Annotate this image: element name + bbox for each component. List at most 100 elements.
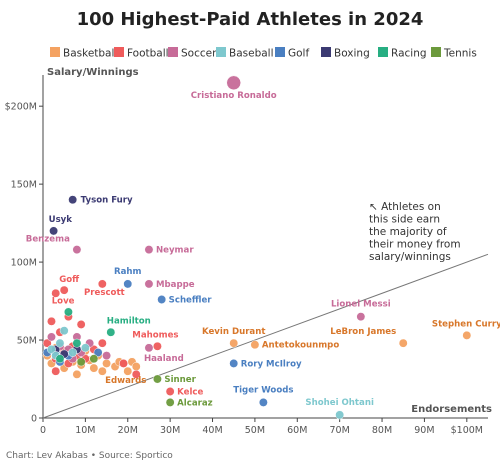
point-golf [93, 348, 103, 357]
label-kevin-durant: Kevin Durant [202, 327, 266, 337]
legend-swatch [216, 47, 226, 57]
label-alcaraz: Alcaraz [177, 398, 213, 408]
label-kelce: Kelce [177, 387, 203, 397]
point-sinner [152, 374, 162, 384]
legend-item-baseball: Baseball [216, 47, 274, 60]
legend-label: Baseball [229, 48, 274, 60]
x-tick-label: 70M [330, 425, 350, 436]
point-goff [59, 285, 69, 295]
x-tick-label: 0 [40, 425, 46, 436]
label-hamilton: Hamilton [107, 316, 151, 326]
label-lionel-messi: Lionel Messi [331, 300, 391, 310]
legend-item-racing: Racing [378, 47, 427, 60]
point-tyson-fury [68, 195, 78, 205]
point-basketball [102, 358, 112, 368]
y-tick-label: 100M [11, 258, 37, 269]
label-edwards: Edwards [105, 376, 146, 386]
legend-item-soccer: Soccer [168, 47, 217, 60]
point-stephen-curry [462, 330, 472, 340]
label-scheffler: Scheffler [169, 296, 213, 306]
reference-line-group [42, 253, 489, 419]
point-mbappe [144, 279, 154, 289]
legend-label: Tennis [443, 48, 477, 60]
label-stephen-curry: Stephen Curry [432, 319, 500, 329]
x-tick-label: 90M [414, 425, 434, 436]
y-axis-title: Salary/Winnings [47, 67, 139, 78]
label-rahm: Rahm [114, 267, 142, 277]
point-football [51, 366, 61, 376]
annotation-line: this side earn [369, 214, 440, 226]
point-benzema [72, 245, 82, 255]
point-baseball [55, 338, 65, 348]
label-haaland: Haaland [144, 354, 184, 364]
annotation-line: salary/winnings [369, 251, 451, 263]
point-rahm [123, 279, 133, 289]
point-mahomes [152, 341, 162, 351]
point-labels: Cristiano Ronaldo Tyson Fury Usyk Benzema Ne… [26, 91, 500, 409]
label-tiger-woods: Tiger Woods [233, 385, 293, 395]
legend-swatch [50, 47, 60, 57]
legend-label: Boxing [334, 48, 370, 60]
point-baseball [59, 326, 69, 336]
legend-swatch [431, 47, 441, 57]
label-sinner: Sinner [164, 375, 196, 385]
x-tick-label: 20M [118, 425, 138, 436]
point-tiger-woods [258, 397, 268, 407]
label-mahomes: Mahomes [132, 330, 178, 340]
legend-item-boxing: Boxing [321, 47, 370, 60]
point-football [131, 369, 141, 379]
point-lionel-messi [356, 312, 366, 322]
point-lebron-james [398, 338, 408, 348]
label-cristiano-ronaldo: Cristiano Ronaldo [191, 91, 277, 101]
data-points [42, 75, 472, 420]
point-haaland [144, 343, 154, 353]
point-football [42, 338, 52, 348]
legend-label: Football [127, 48, 169, 60]
label-neymar: Neymar [156, 246, 194, 256]
label-lebron-james: LeBron James [330, 327, 396, 337]
x-tick-label: 50M [245, 425, 265, 436]
point-basketball [97, 366, 107, 376]
chart-title: 100 Highest-Paid Athletes in 2024 [77, 9, 424, 30]
point-scheffler [157, 295, 167, 304]
point-kelce [165, 387, 175, 396]
point-baseball [47, 344, 56, 354]
point-alcaraz [165, 397, 175, 407]
y-tick-label: $200M [5, 102, 37, 113]
legend-label: Soccer [181, 48, 217, 60]
point-kevin-durant [229, 338, 239, 348]
diagonal-annotation: ↖ Athletes on this side earn the majority … [369, 201, 461, 263]
y-tick-label: 50M [17, 336, 37, 347]
x-tick-label: 60M [287, 425, 307, 436]
point-rory-mcilroy [229, 358, 239, 368]
x-tick-label: 30M [160, 425, 180, 436]
label-mbappe: Mbappe [156, 280, 195, 290]
point-basketball [131, 362, 141, 371]
point-hamilton [106, 327, 116, 337]
label-antetokounmpo: Antetokounmpo [262, 341, 339, 351]
point-racing [55, 354, 65, 364]
y-tick-label: 0 [31, 414, 37, 425]
x-tick-label: 40M [202, 425, 222, 436]
point-baseball [68, 348, 78, 357]
point-soccer [102, 351, 112, 361]
label-goff: Goff [59, 275, 80, 285]
legend-swatch [321, 47, 331, 57]
equal-earnings-line [42, 253, 489, 419]
point-neymar [144, 245, 154, 255]
legend-item-football: Football [114, 47, 169, 60]
point-cristiano-ronaldo [226, 75, 241, 91]
point-prescott [97, 279, 107, 289]
point-edwards [123, 366, 133, 376]
point-basketball [89, 363, 99, 373]
point-racing [72, 338, 82, 348]
label-tyson-fury: Tyson Fury [81, 196, 133, 206]
label-usyk: Usyk [49, 215, 73, 225]
legend-swatch [275, 47, 285, 57]
y-tick-label: 150M [11, 180, 37, 191]
label-rory-mcilroy: Rory McIlroy [241, 359, 302, 369]
legend-item-tennis: Tennis [431, 47, 477, 60]
chart-axes: 0 10M 20M 30M 40M 50M 60M 70M 80M 90M $100M 0 50M 100… [5, 75, 488, 436]
label-shohei-ohtani: Shohei Ohtani [305, 398, 374, 408]
